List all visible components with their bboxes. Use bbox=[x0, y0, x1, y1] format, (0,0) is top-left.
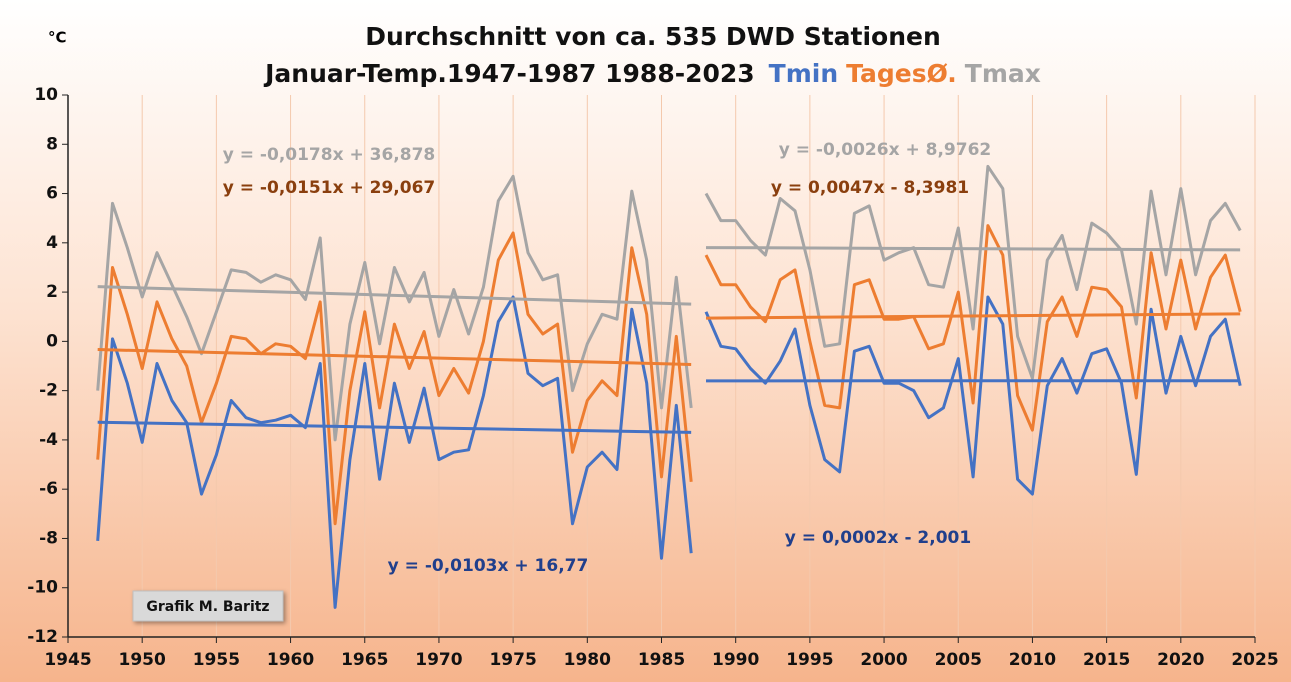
legend-entry: TagesØ. bbox=[846, 59, 957, 88]
x-tick-label: 1950 bbox=[119, 650, 166, 670]
chart-subtitle: Januar-Temp.1947-1987 1988-2023 Tmin Tages… bbox=[263, 59, 1041, 88]
trend-label: y = 0,0047x - 8,3981 bbox=[771, 178, 969, 198]
x-tick-label: 1990 bbox=[712, 650, 759, 670]
x-tick-label: 1965 bbox=[341, 650, 388, 670]
trend-label: y = -0,0151x + 29,067 bbox=[223, 178, 435, 198]
x-tick-label: 1970 bbox=[415, 650, 462, 670]
series-line bbox=[704, 295, 1242, 496]
x-tick-label: 2000 bbox=[860, 650, 907, 670]
y-tick-label: 10 bbox=[34, 85, 58, 105]
chart-title: Durchschnitt von ca. 535 DWD Stationen bbox=[365, 22, 941, 51]
trend-label: y = 0,0002x - 2,001 bbox=[785, 528, 971, 548]
y-tick-label: -2 bbox=[39, 381, 58, 401]
trend-label: y = -0,0026x + 8,9762 bbox=[779, 140, 991, 160]
x-tick-label: 2010 bbox=[1009, 650, 1056, 670]
x-tick-label: 2015 bbox=[1083, 650, 1130, 670]
y-tick-label: -6 bbox=[39, 479, 58, 499]
series-line bbox=[96, 174, 693, 442]
trend-line bbox=[97, 420, 692, 434]
credit-box bbox=[132, 590, 284, 622]
series-line bbox=[704, 164, 1242, 380]
x-tick-label: 2005 bbox=[935, 650, 982, 670]
y-tick-label: -12 bbox=[27, 627, 58, 647]
y-tick-label: -4 bbox=[39, 430, 58, 450]
x-tick-label: 1960 bbox=[267, 650, 314, 670]
trend-line bbox=[97, 348, 692, 366]
y-tick-label: 0 bbox=[46, 331, 58, 351]
y-tick-label: 6 bbox=[46, 184, 58, 204]
series-line bbox=[96, 295, 693, 609]
trend-label: y = -0,0178x + 36,878 bbox=[223, 145, 435, 165]
legend-entry: Tmax bbox=[965, 59, 1041, 88]
x-tick-label: 1975 bbox=[489, 650, 536, 670]
plot-area: 1945 1950 1955 1960 1965 1970 1975 1980 1985 1990… bbox=[27, 85, 1278, 670]
x-tick-label: 1980 bbox=[564, 650, 611, 670]
x-tick-label: 1985 bbox=[638, 650, 685, 670]
trend-line bbox=[706, 246, 1241, 252]
credit: Grafik M. Baritz bbox=[146, 599, 269, 615]
x-tick-label: 2020 bbox=[1157, 650, 1204, 670]
trend-label: y = -0,0103x + 16,77 bbox=[388, 556, 589, 576]
trend-line bbox=[97, 285, 692, 306]
series-line bbox=[96, 231, 693, 526]
series-line bbox=[704, 224, 1242, 432]
trend-line bbox=[706, 312, 1241, 320]
y-tick-label: -10 bbox=[27, 578, 58, 598]
y-tick-label: 2 bbox=[46, 282, 58, 302]
subtitle-text: Januar-Temp.1947-1987 1988-2023 bbox=[263, 59, 755, 88]
x-tick-label: 1945 bbox=[44, 650, 91, 670]
y-tick-label: 4 bbox=[46, 233, 58, 253]
legend-entry: Tmin bbox=[769, 59, 838, 88]
x-tick-label: 1995 bbox=[786, 650, 833, 670]
y-unit: °C bbox=[48, 29, 67, 47]
y-tick-label: -8 bbox=[39, 528, 58, 548]
y-tick-label: 8 bbox=[46, 134, 58, 154]
x-tick-label: 1955 bbox=[193, 650, 240, 670]
x-tick-label: 2025 bbox=[1231, 650, 1278, 670]
